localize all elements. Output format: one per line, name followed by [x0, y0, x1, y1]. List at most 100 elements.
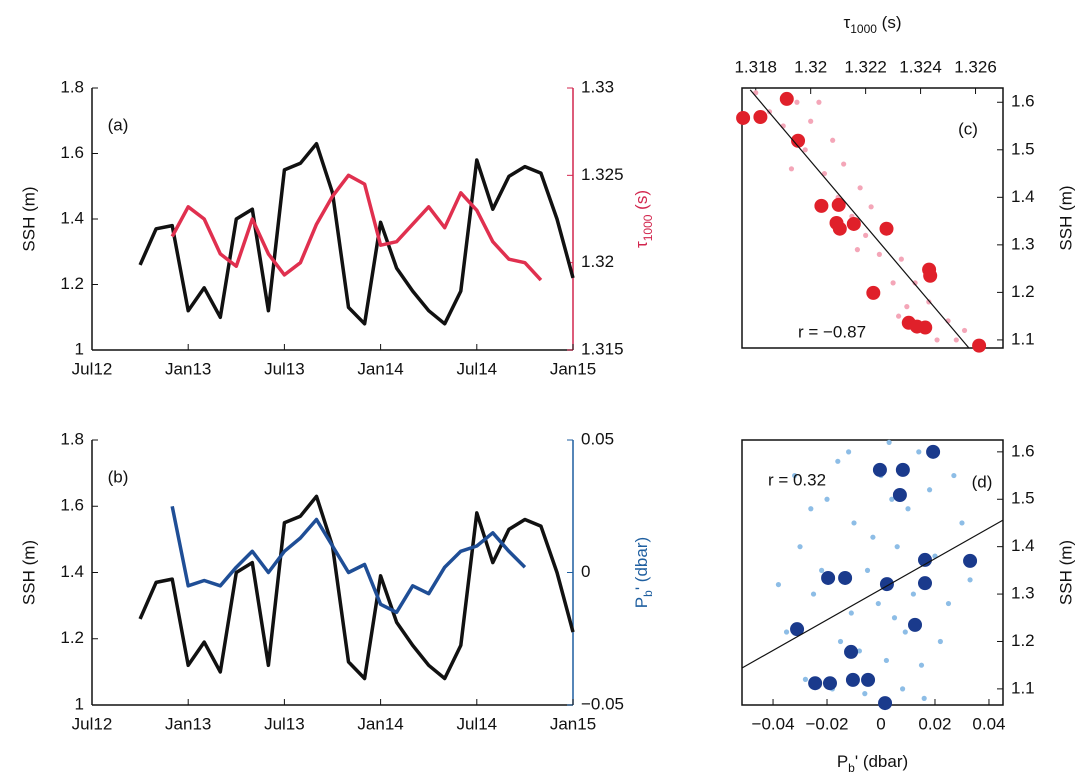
- point: [854, 247, 860, 253]
- plot-frame: [741, 87, 1004, 349]
- label-sub: b: [848, 761, 855, 775]
- y-axis-label: SSH (m): [19, 186, 38, 251]
- point: [808, 118, 814, 124]
- x-tick-label: Jul14: [456, 359, 497, 378]
- x-tick-label: −0.02: [806, 714, 849, 733]
- point: [808, 676, 823, 691]
- y2-axis-label: τ1000 (s): [632, 190, 655, 248]
- point: [972, 338, 987, 353]
- point: [861, 672, 876, 687]
- point: [899, 686, 906, 692]
- y-tick-label: 1.5: [1011, 489, 1035, 508]
- panel-letter: (b): [108, 467, 129, 486]
- point: [902, 629, 908, 635]
- x-tick-label: Jan15: [550, 359, 596, 378]
- point: [831, 197, 846, 212]
- y-tick-label: 1.4: [60, 562, 84, 581]
- point: [870, 534, 876, 540]
- point: [904, 304, 910, 310]
- point: [890, 280, 896, 286]
- point: [783, 629, 790, 635]
- point: [917, 576, 932, 591]
- x-tick-label: 0: [876, 714, 885, 733]
- y-tick-label: 1.6: [60, 143, 84, 162]
- plot-frame: [741, 439, 1004, 706]
- x-tick-label: 0.02: [918, 714, 951, 733]
- point: [851, 520, 857, 526]
- annotation: r = 0.32: [768, 470, 826, 489]
- point: [917, 552, 932, 567]
- series-line: [138, 141, 575, 326]
- point: [898, 256, 904, 262]
- point: [926, 487, 933, 493]
- fit-line: [749, 89, 970, 349]
- x-tick-label: Jan14: [357, 359, 403, 378]
- series-line: [138, 494, 575, 681]
- label-rest: (s): [877, 13, 902, 32]
- y-tick-label: 1.2: [60, 628, 84, 647]
- point: [802, 676, 809, 683]
- label-sub: 1000: [850, 22, 877, 36]
- y-tick-label: 1.8: [60, 77, 84, 96]
- point: [775, 581, 782, 588]
- y2-tick-label: 0.05: [581, 429, 614, 448]
- y-tick-label: 1.8: [60, 429, 84, 448]
- y-tick-label: 1.2: [60, 274, 84, 293]
- point: [878, 696, 893, 711]
- point: [872, 462, 887, 477]
- point: [862, 691, 868, 697]
- point: [937, 638, 943, 645]
- point: [857, 185, 863, 191]
- point: [864, 567, 871, 573]
- label-sub: 1000: [641, 214, 655, 241]
- y-axis-label: SSH (m): [1056, 540, 1075, 605]
- point: [934, 337, 940, 343]
- point: [886, 439, 892, 445]
- label-main: τ: [844, 13, 851, 32]
- x-axis-label: Pb' (dbar): [837, 752, 908, 775]
- point: [856, 648, 863, 654]
- point: [926, 444, 941, 459]
- annotation: r = −0.87: [798, 322, 866, 341]
- point: [821, 570, 836, 585]
- point: [753, 109, 768, 124]
- series-line: [170, 173, 543, 282]
- y2-tick-label: 1.33: [581, 77, 614, 96]
- point: [967, 577, 973, 583]
- point: [889, 496, 895, 502]
- series-line: [170, 505, 527, 615]
- label-sub: b: [641, 590, 655, 597]
- point: [892, 487, 907, 502]
- point: [896, 313, 902, 319]
- y-tick-label: 1.4: [1011, 187, 1035, 206]
- point: [816, 99, 822, 105]
- x-tick-label: Jul12: [72, 359, 113, 378]
- y2-tick-label: 1.315: [581, 339, 624, 358]
- y-tick-label: 1.6: [1011, 441, 1035, 460]
- point: [845, 672, 860, 687]
- x-tick-label: Jul12: [72, 714, 113, 733]
- point: [794, 99, 800, 105]
- point: [822, 676, 837, 691]
- point: [905, 506, 911, 512]
- x-tick-label: 0.04: [972, 714, 1005, 733]
- point: [951, 472, 957, 479]
- y-tick-label: 1.6: [60, 496, 84, 515]
- y-tick-label: 1: [75, 339, 84, 358]
- point: [916, 449, 922, 455]
- point: [953, 337, 959, 343]
- point: [863, 232, 869, 238]
- point: [837, 638, 844, 645]
- y-axis-label: SSH (m): [1056, 185, 1075, 250]
- y2-tick-label: −0.05: [581, 694, 624, 713]
- x-tick-label: Jan14: [357, 714, 403, 733]
- y-axis-label: SSH (m): [19, 540, 38, 605]
- x-tick-label: Jul13: [264, 359, 305, 378]
- point: [821, 170, 828, 177]
- point: [923, 268, 938, 283]
- point: [959, 520, 965, 526]
- point: [921, 695, 927, 701]
- point: [912, 280, 918, 286]
- point: [868, 204, 874, 210]
